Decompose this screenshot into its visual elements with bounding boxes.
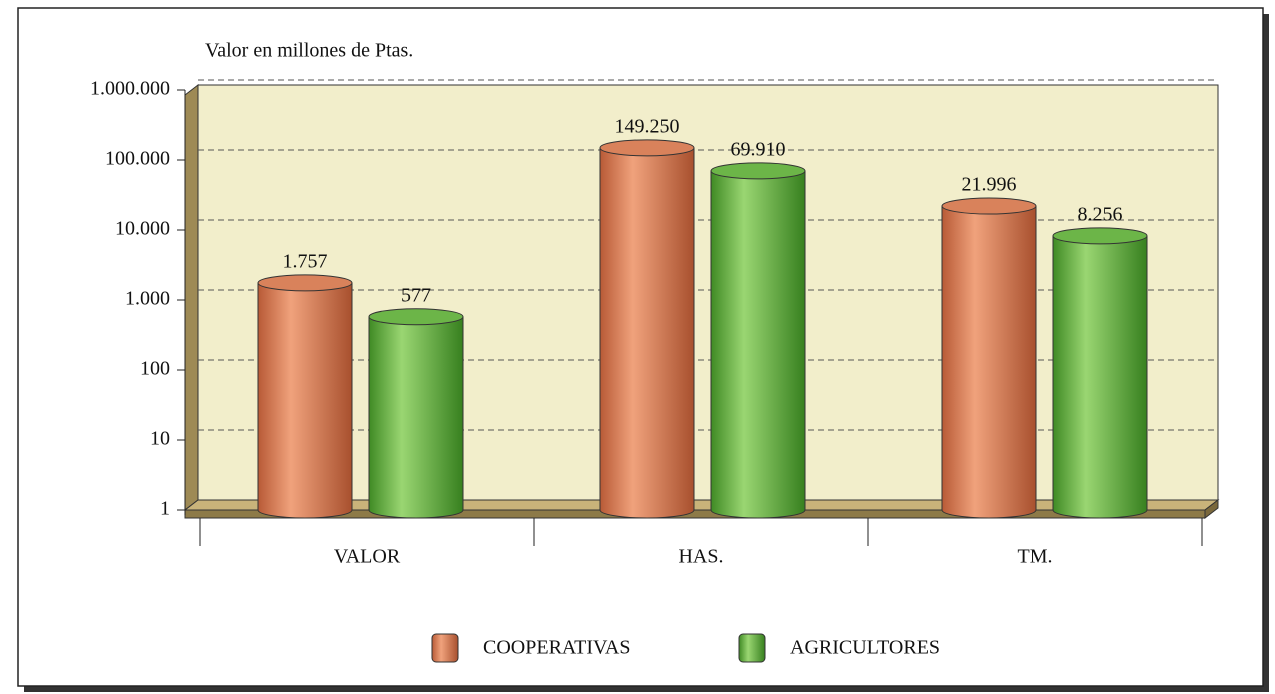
y-tick-label: 1: [160, 498, 170, 520]
value-label: 8.256: [1078, 203, 1123, 225]
y-tick-label: 100.000: [105, 148, 170, 170]
bar: [600, 147, 694, 510]
x-tick-label: TM.: [1018, 546, 1053, 568]
bar: [942, 206, 1036, 510]
bar-top: [1052, 227, 1148, 245]
bar-top: [368, 308, 464, 326]
y-axis-label: Valor en millones de Ptas.: [205, 40, 413, 62]
value-label: 69.910: [731, 138, 786, 160]
value-label: 1.757: [283, 250, 328, 272]
y-tick-label: 1.000.000: [90, 78, 170, 100]
value-label: 577: [401, 284, 431, 306]
bar-top: [710, 162, 806, 180]
bar: [258, 282, 352, 510]
bar: [1053, 235, 1147, 511]
legend-label: COOPERATIVAS: [483, 637, 630, 659]
bar: [711, 170, 805, 510]
y-tick-label: 1.000: [125, 288, 170, 310]
legend-swatch: [431, 633, 459, 663]
y-tick-label: 10: [150, 428, 170, 450]
legend-label: AGRICULTORES: [790, 637, 940, 659]
bar-top: [599, 139, 695, 157]
x-tick-label: VALOR: [334, 546, 401, 568]
value-label: 149.250: [615, 115, 680, 137]
back-wall: [197, 84, 1219, 501]
y-tick-label: 100: [140, 358, 170, 380]
y-tick-label: 10.000: [115, 218, 170, 240]
value-label: 21.996: [962, 174, 1017, 196]
side-wall: [184, 83, 199, 512]
floor-edge: [1204, 498, 1219, 520]
x-tick-label: HAS.: [678, 546, 723, 568]
legend-swatch: [738, 633, 766, 663]
bar: [369, 316, 463, 510]
bar-top: [257, 274, 353, 292]
bar-top: [941, 197, 1037, 215]
